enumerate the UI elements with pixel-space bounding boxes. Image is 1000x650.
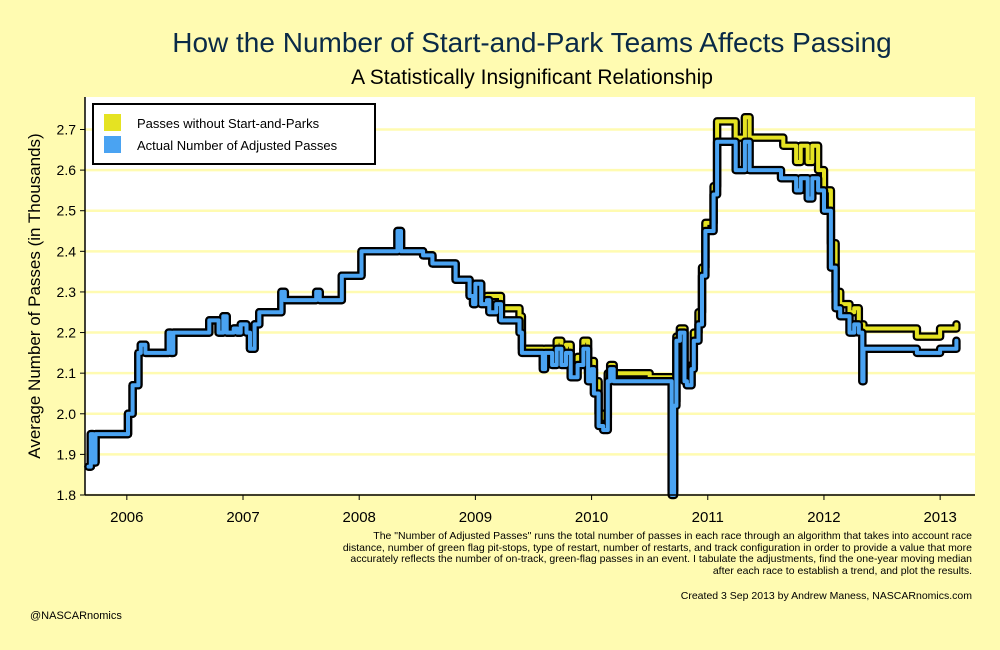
- legend-label-without: Passes without Start-and-Parks: [137, 116, 320, 131]
- legend-swatch-actual: [104, 136, 121, 153]
- methodology-note: The "Number of Adjusted Passes" runs the…: [342, 530, 972, 577]
- x-tick-label: 2008: [343, 509, 376, 526]
- y-tick-label: 2.4: [57, 243, 77, 259]
- chart-title: How the Number of Start-and-Park Teams A…: [172, 27, 892, 58]
- axes: 1.8 1.9 2.0 2.1 2.2 2.3 2.4 2.5 2.6 2.7 2006 2007 20…: [57, 97, 975, 526]
- legend-label-actual: Actual Number of Adjusted Passes: [137, 138, 338, 153]
- legend-swatch-without: [104, 114, 121, 131]
- chart-subtitle: A Statistically Insignificant Relationsh…: [351, 66, 713, 89]
- series-layer: [84, 113, 961, 500]
- y-tick-label: 2.0: [57, 406, 77, 422]
- x-tick-label: 2010: [575, 509, 608, 526]
- y-tick-label: 1.8: [57, 487, 77, 503]
- legend-box: [92, 103, 376, 165]
- y-tick-label: 2.7: [57, 121, 77, 137]
- y-axis-label: Average Number of Passes (in Thousands): [25, 133, 44, 458]
- y-tick-label: 2.5: [57, 203, 77, 219]
- series-line-actual-adjusted-passes: [86, 139, 959, 497]
- legend: Passes without Start-and-Parks Actual Nu…: [92, 103, 376, 165]
- x-tick-label: 2012: [807, 509, 840, 526]
- y-tick-label: 2.1: [57, 365, 77, 381]
- y-tick-label: 1.9: [57, 446, 77, 462]
- x-tick-label: 2013: [923, 509, 956, 526]
- x-tick-label: 2009: [459, 509, 492, 526]
- x-tick-label: 2011: [692, 509, 724, 526]
- y-tick-label: 2.3: [57, 284, 77, 300]
- x-tick-label: 2007: [226, 509, 259, 526]
- y-tick-label: 2.6: [57, 162, 77, 178]
- credit-line: Created 3 Sep 2013 by Andrew Maness, NAS…: [680, 590, 972, 602]
- y-tick-label: 2.2: [57, 325, 77, 341]
- x-tick-label: 2006: [110, 509, 143, 526]
- twitter-handle: @NASCARnomics: [30, 610, 122, 622]
